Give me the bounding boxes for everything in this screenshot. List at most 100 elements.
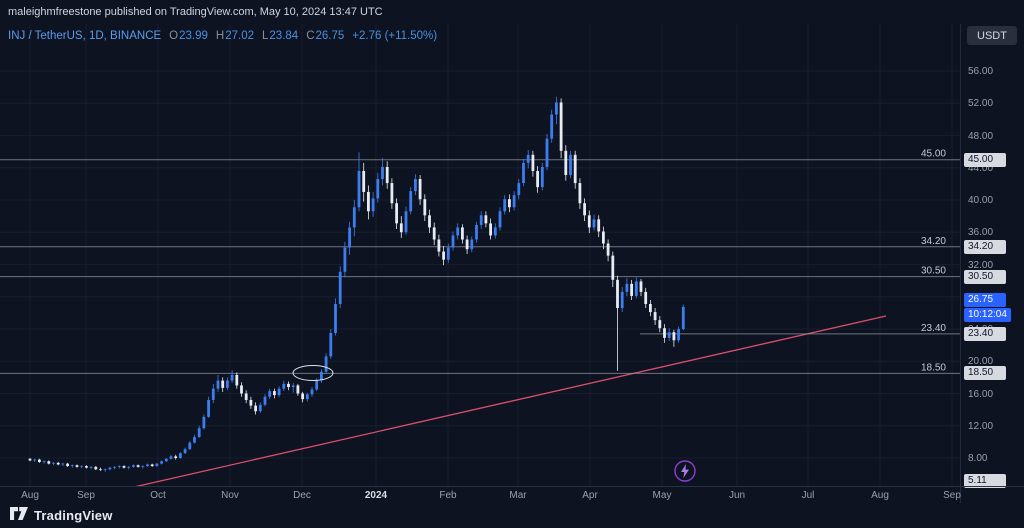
candle-body — [371, 198, 375, 212]
price-axis[interactable]: 56.0052.0048.0044.0040.0036.0032.0028.00… — [960, 24, 1024, 503]
candle-body — [240, 385, 243, 394]
open-field: O23.99 — [169, 30, 208, 42]
candle-body — [625, 283, 629, 292]
tradingview-logo[interactable]: TradingView — [10, 506, 113, 525]
high-field: H27.02 — [216, 30, 254, 42]
candle-body — [578, 183, 582, 204]
time-tick-label: Oct — [150, 490, 166, 501]
candle-body — [559, 102, 563, 151]
candle-body — [592, 219, 596, 228]
candle-body — [320, 371, 323, 381]
candle-body — [498, 211, 502, 228]
candle-body — [681, 306, 685, 330]
candle-body — [437, 239, 441, 252]
candle-body — [606, 243, 610, 256]
price-tick-label: 48.00 — [968, 130, 994, 142]
time-tick-label: Apr — [582, 490, 598, 501]
time-tick-label: Sep — [77, 490, 95, 501]
time-tick-label: Sep — [943, 490, 961, 501]
low-label: L — [262, 30, 269, 42]
tradingview-mark-icon — [10, 506, 28, 525]
level-price-text: 23.40 — [921, 323, 946, 334]
candle-body — [211, 388, 215, 400]
candle-body — [146, 464, 149, 467]
candle-body — [677, 329, 680, 341]
candle-body — [536, 170, 539, 188]
candle-body — [113, 466, 116, 468]
level-price-badge: 30.50 — [964, 269, 1006, 284]
trend-line — [135, 315, 887, 486]
candle-body — [470, 239, 474, 250]
candle-body — [258, 404, 262, 412]
candle-body — [56, 462, 60, 465]
candle-body — [164, 458, 168, 462]
candle-body — [418, 179, 422, 200]
time-tick-label: Dec — [293, 490, 311, 501]
candle-body — [244, 393, 248, 400]
candle-body — [395, 203, 398, 224]
candle-body — [188, 442, 192, 450]
candle-body — [526, 154, 530, 163]
level-price-text: 30.50 — [921, 266, 946, 277]
candle-body — [479, 215, 483, 225]
level-price-badge: 18.50 — [964, 366, 1006, 381]
candle-body — [117, 466, 121, 467]
candle-body — [348, 227, 351, 248]
ellipse-annotation — [292, 365, 334, 381]
candle-body — [423, 199, 427, 216]
candle-body — [301, 393, 304, 400]
candle-body — [399, 223, 403, 233]
candle-body — [352, 207, 356, 228]
candle-body — [334, 304, 337, 334]
close-label: C — [306, 30, 315, 42]
candle-body — [404, 211, 408, 233]
candle-body — [127, 466, 131, 468]
candle-body — [310, 389, 314, 395]
time-tick-label: May — [652, 490, 672, 501]
price-chart-plot[interactable]: 45.00 34.20 30.50 23.40 18.50 — [0, 24, 960, 486]
low-field: L23.84 — [262, 30, 298, 42]
candle-body — [414, 179, 417, 192]
candle-body — [461, 227, 464, 240]
price-tick-label: 16.00 — [968, 388, 994, 400]
candle-body — [80, 466, 84, 467]
candle-body — [103, 469, 107, 471]
candle-body — [597, 219, 601, 232]
price-tick-label: 44.00 — [968, 162, 994, 174]
candle-body — [343, 247, 347, 272]
candle-body — [226, 380, 229, 388]
currency-button[interactable]: USDT — [967, 26, 1017, 45]
countdown-badge: 10:12:04 — [964, 307, 1011, 322]
candle-body — [484, 215, 488, 224]
candle-body — [658, 320, 662, 329]
candle-body — [136, 465, 140, 467]
candle-body — [282, 383, 286, 389]
price-tick-label: 56.00 — [968, 66, 994, 77]
open-label: O — [169, 30, 179, 42]
candle-body — [385, 166, 389, 184]
candle-body — [254, 405, 257, 412]
time-tick-label: Aug — [871, 490, 889, 501]
price-tick-label: 12.00 — [968, 420, 994, 432]
candle-body — [540, 166, 544, 188]
high-label: H — [215, 30, 225, 42]
price-tick-label: 32.00 — [968, 259, 994, 271]
candle-body — [132, 465, 135, 467]
candle-body — [446, 247, 450, 260]
candle-body — [169, 456, 173, 459]
high-value: 27.02 — [225, 30, 254, 42]
candle-body — [550, 114, 554, 139]
candle-body — [367, 191, 370, 212]
time-axis[interactable]: Aug Sep Oct Nov Dec 2024 Feb Mar Apr May Jun Jul Aug… — [0, 486, 1024, 504]
time-tick-label: Jun — [728, 490, 746, 501]
candle-body — [33, 459, 37, 461]
candle-body — [357, 170, 361, 208]
candle-body — [235, 374, 239, 386]
symbol-title[interactable]: INJ / TetherUS, 1D, BINANCE — [8, 30, 162, 42]
candle-body — [362, 170, 366, 192]
candle-body — [155, 463, 159, 467]
candle-body — [315, 380, 319, 390]
candle-body — [644, 291, 648, 305]
candle-body — [150, 464, 154, 467]
candle-body — [291, 385, 295, 388]
